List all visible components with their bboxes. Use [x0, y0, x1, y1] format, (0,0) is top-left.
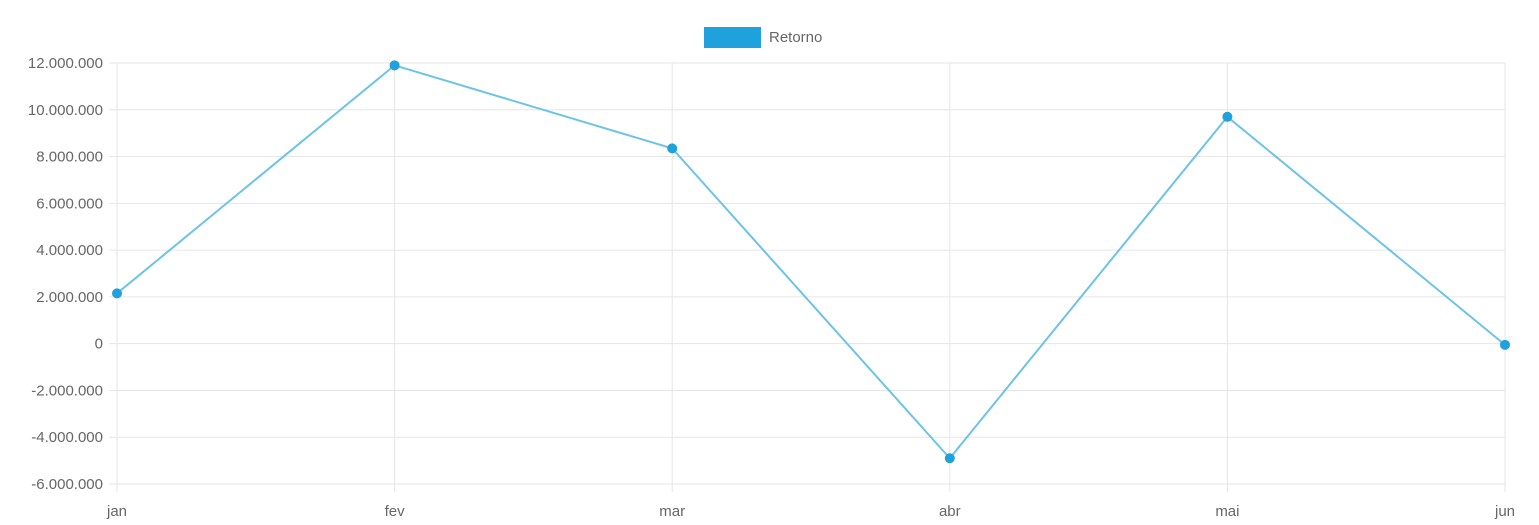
data-point-jun[interactable] — [1500, 339, 1510, 350]
y-axis-ticks: 12.000.000 10.000.000 8.000.000 6.000.000 4.… — [28, 55, 103, 493]
legend-label-retorno[interactable]: Retorno — [769, 29, 822, 46]
y-tick-label: 12.000.000 — [28, 55, 103, 72]
series-retorno — [112, 60, 1510, 464]
y-tick-label: 0 — [95, 336, 103, 353]
y-tick-label: 10.000.000 — [28, 102, 103, 119]
x-tick-label: abr — [939, 503, 961, 520]
data-point-mai[interactable] — [1222, 111, 1233, 122]
x-tick-label: mar — [659, 503, 685, 520]
x-tick-label: jan — [106, 503, 127, 520]
y-tick-label: -4.000.000 — [31, 429, 103, 446]
legend[interactable]: Retorno — [704, 27, 822, 48]
y-tick-label: 8.000.000 — [36, 149, 103, 166]
x-axis-ticks: jan fev mar abr mai jun — [106, 503, 1515, 520]
y-tick-label: 6.000.000 — [36, 195, 103, 212]
data-point-fev[interactable] — [389, 60, 400, 71]
data-point-jan[interactable] — [112, 288, 122, 299]
y-tick-label: -2.000.000 — [31, 382, 103, 399]
x-tick-label: fev — [385, 503, 406, 520]
grid — [109, 62, 1506, 492]
x-tick-label: mai — [1215, 503, 1239, 520]
data-point-mar[interactable] — [667, 143, 678, 154]
y-tick-label: 4.000.000 — [36, 242, 103, 259]
y-tick-label: -6.000.000 — [31, 476, 103, 493]
x-tick-label: jun — [1494, 503, 1515, 520]
series-line-retorno — [116, 64, 1506, 460]
y-tick-label: 2.000.000 — [36, 289, 103, 306]
legend-swatch-retorno[interactable] — [704, 27, 761, 48]
data-point-abr[interactable] — [944, 453, 955, 464]
